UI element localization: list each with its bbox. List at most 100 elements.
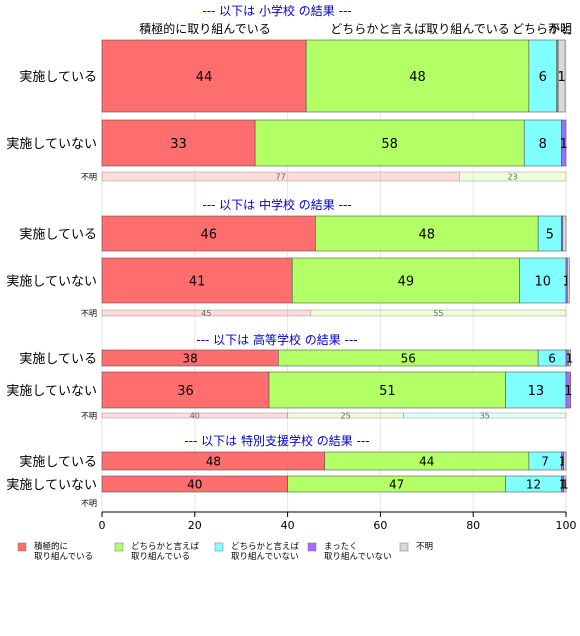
row-label: 不明 bbox=[81, 499, 97, 508]
row-label: 不明 bbox=[81, 412, 97, 421]
x-tick-label: 20 bbox=[188, 519, 202, 532]
bar-segment bbox=[459, 171, 567, 182]
bar-segment bbox=[101, 257, 293, 304]
panel-title: --- 以下は 高等学校 の結果 --- bbox=[196, 332, 357, 347]
x-tick-label: 0 bbox=[99, 519, 106, 532]
row-label: 不明 bbox=[81, 309, 97, 318]
data-label: 1 bbox=[560, 137, 568, 152]
legend-swatch bbox=[399, 542, 409, 552]
data-label: 33 bbox=[170, 137, 187, 152]
bar-segment bbox=[563, 475, 567, 493]
bar-segment bbox=[101, 371, 270, 409]
bar-segment bbox=[565, 371, 571, 409]
data-label: 1 bbox=[557, 70, 565, 85]
bar-segment bbox=[505, 371, 567, 409]
data-label: 1 bbox=[563, 274, 571, 289]
bar-segment bbox=[523, 119, 562, 167]
data-label: 47 bbox=[389, 478, 404, 492]
bar-segment bbox=[315, 215, 539, 252]
data-label: 55 bbox=[433, 309, 443, 318]
data-label: 38 bbox=[183, 352, 198, 366]
legend-label: どちらかと言えば bbox=[231, 541, 300, 552]
row-label: 実施していない bbox=[6, 383, 97, 399]
legend-label: 取り組んでいない bbox=[231, 551, 299, 562]
panel-title: --- 以下は 特別支援学校 の結果 --- bbox=[184, 433, 369, 448]
row-label: 不明 bbox=[81, 173, 97, 182]
bar-segment bbox=[291, 257, 520, 304]
legend-label: 取り組んでいる bbox=[34, 551, 93, 562]
legend-label: 取り組んでいない bbox=[324, 551, 392, 562]
bar-segment bbox=[568, 349, 571, 367]
x-tick-label: 40 bbox=[281, 519, 295, 532]
bar-segment bbox=[561, 119, 567, 167]
bar-segment bbox=[567, 257, 570, 304]
bar-segment bbox=[310, 309, 567, 317]
legend-label: 取り組んでいる bbox=[131, 551, 190, 562]
column-header: どちらかと言えば取り組んでいる bbox=[330, 22, 509, 36]
data-label: 48 bbox=[206, 455, 221, 469]
data-label: 23 bbox=[508, 173, 518, 182]
data-label: 41 bbox=[189, 274, 206, 289]
data-label: 5 bbox=[546, 227, 554, 242]
data-label: 40 bbox=[190, 412, 200, 421]
panel-title: --- 以下は 中学校 の結果 --- bbox=[202, 197, 351, 212]
column-header: 不明 bbox=[548, 22, 572, 36]
bar-segment bbox=[403, 412, 567, 419]
data-label: 77 bbox=[276, 173, 286, 182]
data-label: 40 bbox=[187, 478, 202, 492]
data-label: 13 bbox=[528, 384, 545, 399]
data-label: 6 bbox=[548, 352, 556, 366]
bar-segment bbox=[563, 451, 567, 471]
data-label: 10 bbox=[535, 274, 552, 289]
legend-label: どちらかと言えば bbox=[131, 541, 200, 552]
data-label: 1 bbox=[559, 455, 567, 469]
bar-segment bbox=[519, 257, 567, 304]
bar-segment bbox=[101, 119, 256, 167]
data-label: 56 bbox=[401, 352, 416, 366]
data-label: 44 bbox=[196, 70, 213, 85]
data-label: 48 bbox=[419, 227, 436, 242]
data-label: 6 bbox=[539, 70, 547, 85]
data-label: 1 bbox=[564, 384, 572, 399]
panel-title: --- 以下は 小学校 の結果 --- bbox=[202, 3, 351, 18]
bar-segment bbox=[254, 119, 525, 167]
data-label: 49 bbox=[398, 274, 415, 289]
row-label: 実施していない bbox=[6, 274, 97, 290]
data-label: 12 bbox=[526, 478, 541, 492]
column-header: どちらかと bbox=[512, 22, 572, 36]
data-label: 48 bbox=[409, 70, 426, 85]
data-label: 8 bbox=[539, 137, 547, 152]
column-header: 積極的に取り組んでいる bbox=[139, 21, 270, 36]
bar-segment bbox=[268, 371, 506, 409]
legend-swatch bbox=[307, 542, 317, 552]
data-label: 51 bbox=[379, 384, 396, 399]
legend-label: 不明 bbox=[416, 542, 433, 552]
x-tick-label: 100 bbox=[556, 519, 577, 532]
data-label: 58 bbox=[381, 137, 398, 152]
bar-segment bbox=[305, 39, 530, 113]
data-label: 35 bbox=[480, 412, 490, 421]
bar-segment bbox=[528, 39, 558, 113]
bar-segment bbox=[557, 39, 566, 113]
data-label: 46 bbox=[200, 227, 217, 242]
data-label: 36 bbox=[177, 384, 194, 399]
row-label: 実施していない bbox=[6, 477, 97, 493]
row-label: 実施している bbox=[19, 351, 97, 367]
x-tick-label: 80 bbox=[466, 519, 480, 532]
data-label: 1 bbox=[566, 352, 574, 366]
legend-swatch bbox=[214, 542, 224, 552]
data-label: 25 bbox=[341, 412, 351, 421]
row-label: 実施していない bbox=[6, 136, 97, 152]
legend-label: 積極的に bbox=[34, 541, 68, 552]
row-label: 実施している bbox=[19, 454, 97, 470]
bar-segment bbox=[101, 215, 316, 252]
row-label: 実施している bbox=[19, 227, 97, 243]
data-label: 1 bbox=[559, 478, 567, 492]
legend-swatch bbox=[17, 542, 27, 552]
row-label: 実施している bbox=[19, 69, 97, 85]
data-label: 45 bbox=[201, 309, 211, 318]
legend-label: まったく bbox=[324, 542, 358, 552]
bar-segment bbox=[562, 215, 567, 252]
data-label: 1 bbox=[561, 478, 569, 492]
